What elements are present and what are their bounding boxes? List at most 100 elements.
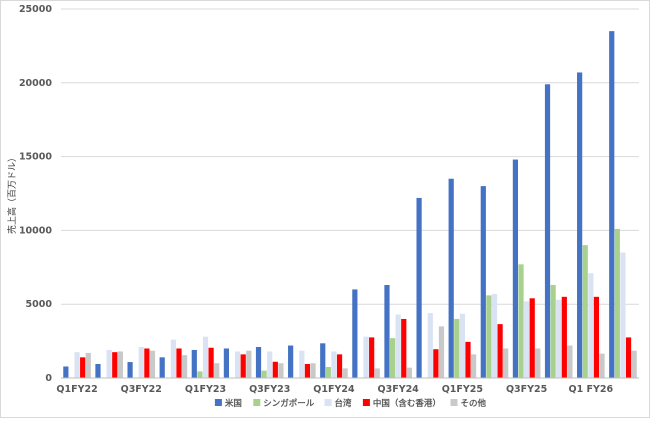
bar (433, 349, 438, 378)
bar-group-q3fy24 (384, 285, 412, 378)
bar-group-q1fy25 (449, 179, 477, 378)
bar (160, 357, 165, 378)
bar (503, 348, 508, 378)
bar (407, 368, 412, 378)
bar (182, 355, 187, 378)
legend-item: 台湾 (325, 398, 353, 409)
bar (80, 357, 85, 378)
bar (390, 338, 395, 378)
y-tick-label: 20000 (19, 78, 52, 89)
x-tick-label: Q1FY23 (185, 384, 226, 395)
legend-label: 中国（含む香港） (373, 398, 441, 409)
legend-swatch (451, 399, 458, 406)
x-tick-label: Q1FY22 (56, 384, 97, 395)
bar (465, 342, 470, 378)
bar (235, 351, 240, 378)
bar (567, 346, 572, 378)
bar-group-q4fy24 (416, 198, 444, 378)
bar (256, 347, 261, 378)
bar-group-q1fy22 (63, 352, 91, 378)
bar (375, 368, 380, 378)
bar (449, 179, 454, 378)
bar (545, 84, 550, 378)
bar-group-q3fy22 (127, 347, 155, 378)
x-tick-label: Q1 FY26 (569, 384, 614, 395)
y-tick-label: 0 (45, 373, 52, 384)
bar (118, 351, 123, 378)
bar (551, 285, 556, 378)
legend-item: その他 (451, 398, 487, 409)
bar (63, 366, 68, 378)
bar (577, 72, 582, 378)
bar (439, 326, 444, 378)
legend-item: シンガポール (253, 398, 315, 409)
bar (620, 253, 625, 378)
bar (416, 198, 421, 378)
bar (74, 352, 79, 378)
y-axis-label: 売上高（百万ドル） (6, 153, 18, 234)
bar-group-q2fy24 (352, 289, 380, 378)
bar-group-q3fy23 (256, 347, 284, 378)
bar (486, 295, 491, 378)
bar-group-q2fy25 (481, 186, 509, 378)
bar (632, 351, 637, 378)
legend-label: 台湾 (335, 398, 353, 409)
bar (273, 362, 278, 378)
bar-group-q4fy25 (545, 84, 573, 378)
x-tick-label: Q1FY25 (442, 384, 483, 395)
bar (107, 350, 112, 378)
legend-label: シンガポール (263, 398, 315, 409)
bar (209, 348, 214, 378)
bar (599, 354, 604, 378)
bar (460, 314, 465, 378)
bar (95, 364, 100, 378)
bar-group-q1fy26 (577, 72, 605, 378)
bar (241, 354, 246, 378)
y-tick-label: 15000 (19, 152, 52, 163)
bar (492, 294, 497, 378)
bar-group-q4fy23 (288, 346, 316, 378)
bar (562, 297, 567, 378)
bar (326, 367, 331, 378)
bar (556, 300, 561, 378)
bar (594, 297, 599, 378)
bar (262, 371, 267, 378)
bar (310, 363, 315, 378)
legend-swatch (363, 399, 370, 406)
bar (352, 289, 357, 378)
bar (139, 347, 144, 378)
legend: 米国シンガポール台湾中国（含む香港）その他 (215, 398, 487, 409)
bar (214, 363, 219, 378)
legend-swatch (325, 399, 332, 406)
bar (471, 354, 476, 378)
bar (299, 351, 304, 378)
x-tick-label: Q3FY23 (249, 384, 290, 395)
bar (278, 363, 283, 378)
y-tick-label: 25000 (19, 4, 52, 15)
bar (171, 340, 176, 378)
legend-item: 中国（含む香港） (363, 398, 441, 409)
bar (524, 301, 529, 378)
x-tick-label: Q1FY24 (313, 384, 355, 395)
x-tick-label: Q3FY25 (506, 384, 547, 395)
bar (86, 353, 91, 378)
bar (320, 343, 325, 378)
gridlines (61, 9, 639, 304)
bar-group-q3fy25 (513, 160, 541, 378)
bar (535, 348, 540, 378)
bar-group-q1fy23 (192, 337, 220, 378)
bar (343, 368, 348, 378)
y-tick-label: 10000 (19, 225, 52, 236)
bar (396, 315, 401, 378)
bar (363, 337, 368, 378)
bar (150, 351, 155, 378)
bar (144, 348, 149, 378)
bar (267, 351, 272, 378)
bar (127, 362, 132, 378)
bar (481, 186, 486, 378)
x-tick-label: Q3FY24 (378, 384, 420, 395)
